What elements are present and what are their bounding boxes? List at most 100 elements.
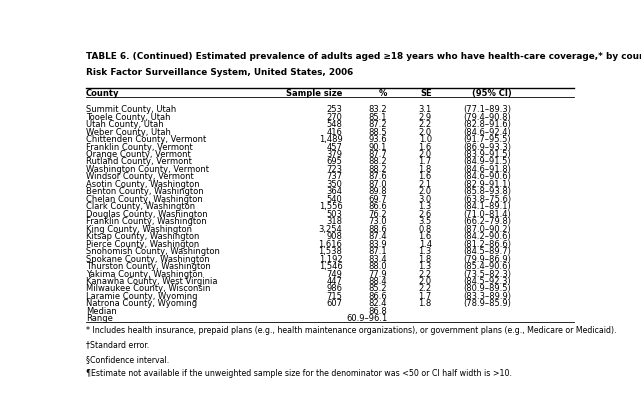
Text: §Confidence interval.: §Confidence interval. xyxy=(86,355,169,364)
Text: 85.2: 85.2 xyxy=(369,284,387,293)
Text: 2.2: 2.2 xyxy=(419,270,432,278)
Text: 253: 253 xyxy=(326,105,342,114)
Text: 695: 695 xyxy=(326,158,342,166)
Text: Washington County, Vermont: Washington County, Vermont xyxy=(86,165,209,174)
Text: 2.0: 2.0 xyxy=(419,128,432,137)
Text: (79.9–86.9): (79.9–86.9) xyxy=(463,255,512,264)
Text: 737: 737 xyxy=(326,172,342,181)
Text: 447: 447 xyxy=(326,277,342,286)
Text: (84.5–89.7): (84.5–89.7) xyxy=(463,247,512,256)
Text: Windsor County, Vermont: Windsor County, Vermont xyxy=(86,172,194,181)
Text: 270: 270 xyxy=(326,112,342,122)
Text: (80.9–89.5): (80.9–89.5) xyxy=(463,284,512,293)
Text: 908: 908 xyxy=(326,232,342,241)
Text: Kitsap County, Washington: Kitsap County, Washington xyxy=(86,232,199,241)
Text: 3.1: 3.1 xyxy=(419,105,432,114)
Text: Franklin County, Washington: Franklin County, Washington xyxy=(86,217,206,226)
Text: 2.9: 2.9 xyxy=(419,112,432,122)
Text: Weber County, Utah: Weber County, Utah xyxy=(86,128,171,137)
Text: 1.6: 1.6 xyxy=(419,143,432,152)
Text: Snohomish County, Washington: Snohomish County, Washington xyxy=(86,247,220,256)
Text: 2.2: 2.2 xyxy=(419,120,432,129)
Text: Natrona County, Wyoming: Natrona County, Wyoming xyxy=(86,299,197,308)
Text: Clark County, Washington: Clark County, Washington xyxy=(86,202,196,211)
Text: 1.8: 1.8 xyxy=(419,165,432,174)
Text: TABLE 6. (Continued) Estimated prevalence of adults aged ≥18 years who have heal: TABLE 6. (Continued) Estimated prevalenc… xyxy=(86,52,641,61)
Text: * Includes health insurance, prepaid plans (e.g., health maintenance organizatio: * Includes health insurance, prepaid pla… xyxy=(86,326,617,335)
Text: 1,538: 1,538 xyxy=(319,247,342,256)
Text: (84.6–90.6): (84.6–90.6) xyxy=(463,172,512,181)
Text: Asotin County, Washington: Asotin County, Washington xyxy=(86,180,200,189)
Text: 90.1: 90.1 xyxy=(369,143,387,152)
Text: King County, Washington: King County, Washington xyxy=(86,225,192,234)
Text: (91.7–95.5): (91.7–95.5) xyxy=(463,135,512,144)
Text: Yakima County, Washington: Yakima County, Washington xyxy=(86,270,203,278)
Text: 1.8: 1.8 xyxy=(419,299,432,308)
Text: 607: 607 xyxy=(326,299,342,308)
Text: 83.4: 83.4 xyxy=(369,255,387,264)
Text: ¶Estimate not available if the unweighted sample size for the denominator was <5: ¶Estimate not available if the unweighte… xyxy=(86,369,512,378)
Text: 88.2: 88.2 xyxy=(369,158,387,166)
Text: Laramie County, Wyoming: Laramie County, Wyoming xyxy=(86,292,197,301)
Text: 1.6: 1.6 xyxy=(419,172,432,181)
Text: 88.0: 88.0 xyxy=(369,262,387,271)
Text: (84.5–92.3): (84.5–92.3) xyxy=(463,277,512,286)
Text: 87.4: 87.4 xyxy=(369,232,387,241)
Text: (63.8–75.6): (63.8–75.6) xyxy=(463,195,512,204)
Text: 364: 364 xyxy=(326,187,342,196)
Text: 1.4: 1.4 xyxy=(419,240,432,249)
Text: 1.3: 1.3 xyxy=(419,262,432,271)
Text: 1,546: 1,546 xyxy=(319,262,342,271)
Text: 986: 986 xyxy=(326,284,342,293)
Text: 83.2: 83.2 xyxy=(369,105,387,114)
Text: 77.9: 77.9 xyxy=(369,270,387,278)
Text: 3,254: 3,254 xyxy=(319,225,342,234)
Text: (73.5–82.3): (73.5–82.3) xyxy=(463,270,512,278)
Text: (84.6–91.8): (84.6–91.8) xyxy=(463,165,512,174)
Text: Pierce County, Washington: Pierce County, Washington xyxy=(86,240,199,249)
Text: (77.1–89.3): (77.1–89.3) xyxy=(463,105,512,114)
Text: 60.9–96.1: 60.9–96.1 xyxy=(346,314,387,323)
Text: 3.5: 3.5 xyxy=(419,217,432,226)
Text: 350: 350 xyxy=(326,180,342,189)
Text: 2.0: 2.0 xyxy=(419,187,432,196)
Text: Summit County, Utah: Summit County, Utah xyxy=(86,105,176,114)
Text: (87.0–90.2): (87.0–90.2) xyxy=(463,225,512,234)
Text: 2.0: 2.0 xyxy=(419,150,432,159)
Text: County: County xyxy=(86,89,120,98)
Text: 2.0: 2.0 xyxy=(419,277,432,286)
Text: 89.8: 89.8 xyxy=(369,187,387,196)
Text: Sample size: Sample size xyxy=(286,89,342,98)
Text: Chelan County, Washington: Chelan County, Washington xyxy=(86,195,203,204)
Text: 88.6: 88.6 xyxy=(369,225,387,234)
Text: 87.0: 87.0 xyxy=(369,180,387,189)
Text: (84.6–92.4): (84.6–92.4) xyxy=(463,128,512,137)
Text: 88.5: 88.5 xyxy=(369,128,387,137)
Text: 723: 723 xyxy=(326,165,342,174)
Text: 540: 540 xyxy=(327,195,342,204)
Text: (82.9–91.1): (82.9–91.1) xyxy=(463,180,512,189)
Text: Douglas County, Washington: Douglas County, Washington xyxy=(86,210,208,219)
Text: 416: 416 xyxy=(326,128,342,137)
Text: 715: 715 xyxy=(326,292,342,301)
Text: 86.6: 86.6 xyxy=(369,292,387,301)
Text: (71.0–81.4): (71.0–81.4) xyxy=(463,210,512,219)
Text: 93.6: 93.6 xyxy=(369,135,387,144)
Text: 88.4: 88.4 xyxy=(369,277,387,286)
Text: 318: 318 xyxy=(326,217,342,226)
Text: Utah County, Utah: Utah County, Utah xyxy=(86,120,163,129)
Text: 85.1: 85.1 xyxy=(369,112,387,122)
Text: Rutland County, Vermont: Rutland County, Vermont xyxy=(86,158,192,166)
Text: 86.6: 86.6 xyxy=(369,202,387,211)
Text: 457: 457 xyxy=(326,143,342,152)
Text: (82.8–91.6): (82.8–91.6) xyxy=(463,120,512,129)
Text: 1,556: 1,556 xyxy=(319,202,342,211)
Text: 88.2: 88.2 xyxy=(369,165,387,174)
Text: 1.3: 1.3 xyxy=(419,202,432,211)
Text: SE: SE xyxy=(420,89,432,98)
Text: 1.7: 1.7 xyxy=(419,292,432,301)
Text: 503: 503 xyxy=(326,210,342,219)
Text: (84.9–91.5): (84.9–91.5) xyxy=(463,158,512,166)
Text: 82.4: 82.4 xyxy=(369,299,387,308)
Text: (83.9–91.5): (83.9–91.5) xyxy=(463,150,512,159)
